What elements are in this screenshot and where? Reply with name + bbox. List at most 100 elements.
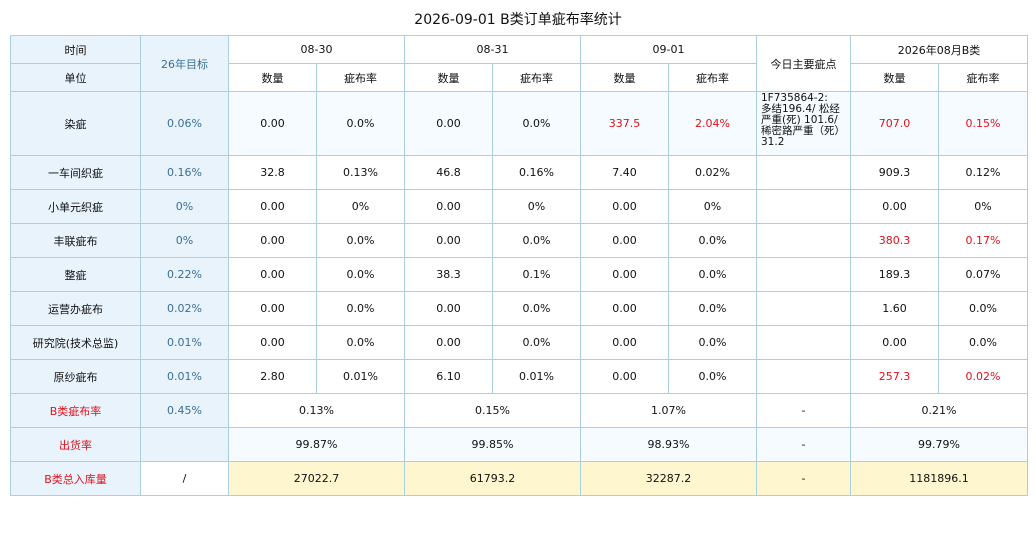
cell-main-defects [756,359,851,394]
header-rate: 疵布率 [668,63,757,92]
summary-day-3: 98.93% [580,427,757,462]
header-qty: 数量 [580,63,669,92]
summary-defects: - [756,393,851,428]
row-target: 0% [140,223,229,258]
header-main-defects: 今日主要疵点 [756,35,851,92]
summary-row: B类疵布率 0.45% 0.13% 0.15% 1.07% - 0.21% [10,393,1029,428]
cell-rate: 0.0% [316,325,405,360]
cell-rate: 0.0% [492,325,581,360]
cell-rate: 0.0% [668,257,757,292]
table-row: 小单元织疵 0% 0.00 0% 0.00 0% 0.00 0% 0.00 0% [10,189,1029,224]
row-label: 丰联疵布 [10,223,141,258]
cell-qty: 0.00 [404,189,493,224]
header-target: 26年目标 [140,35,229,92]
header-date-1: 08-30 [228,35,405,64]
summary-month: 99.79% [849,427,1029,462]
cell-qty: 0.00 [228,291,317,326]
cell-rate: 0.0% [668,359,757,394]
cell-qty: 0.00 [228,223,317,258]
cell-rate: 0.02% [668,155,757,190]
cell-rate: 0% [668,189,757,224]
summary-day-1: 27022.7 [228,461,405,496]
summary-target: / [140,461,229,496]
cell-rate: 0.0% [668,291,757,326]
row-target: 0.01% [140,359,229,394]
cell-month-rate: 0.17% [937,223,1029,258]
cell-rate: 0% [492,189,581,224]
header-qty: 数量 [404,63,493,92]
cell-qty: 337.5 [580,91,669,156]
cell-qty: 0.00 [228,189,317,224]
header-rate: 疵布率 [316,63,405,92]
cell-qty: 38.3 [404,257,493,292]
cell-month-rate: 0.07% [937,257,1029,292]
row-label: 运营办疵布 [10,291,141,326]
cell-month-qty: 380.3 [850,223,939,258]
cell-rate: 0.0% [668,223,757,258]
cell-qty: 0.00 [580,223,669,258]
cell-qty: 0.00 [404,291,493,326]
summary-month: 1181896.1 [849,461,1029,496]
cell-main-defects [756,223,851,258]
summary-row: B类总入库量 / 27022.7 61793.2 32287.2 - 11818… [10,461,1029,496]
summary-row: 出货率 99.87% 99.85% 98.93% - 99.79% [10,427,1029,462]
summary-label: B类疵布率 [10,393,141,428]
cell-rate: 0.13% [316,155,405,190]
header-qty: 数量 [228,63,317,92]
cell-qty: 0.00 [580,257,669,292]
cell-month-qty: 257.3 [850,359,939,394]
cell-rate: 0.0% [316,91,405,156]
cell-main-defects [756,291,851,326]
row-label: 整疵 [10,257,141,292]
header-month: 2026年08月B类 [849,35,1029,64]
cell-rate: 0.0% [492,223,581,258]
cell-rate: 0.01% [492,359,581,394]
header-date-3: 09-01 [580,35,757,64]
cell-month-rate: 0.0% [937,291,1029,326]
row-target: 0.06% [140,91,229,156]
header-qty: 数量 [850,63,939,92]
report-title: 2026-09-01 B类订单疵布率统计 [414,12,622,28]
summary-target [140,427,229,462]
cell-qty: 46.8 [404,155,493,190]
cell-month-qty: 0.00 [850,325,939,360]
cell-qty: 7.40 [580,155,669,190]
cell-main-defects: 1F735864-2: 多结196.4/ 松经 严重(死) 101.6/ 稀密路… [756,91,851,156]
cell-month-qty: 189.3 [850,257,939,292]
summary-day-3: 1.07% [580,393,757,428]
cell-main-defects [756,325,851,360]
cell-month-qty: 0.00 [850,189,939,224]
cell-qty: 0.00 [580,291,669,326]
summary-day-2: 99.85% [404,427,581,462]
table-row: 丰联疵布 0% 0.00 0.0% 0.00 0.0% 0.00 0.0% 38… [10,223,1029,258]
cell-main-defects [756,257,851,292]
cell-rate: 2.04% [668,91,757,156]
defect-rate-table: 时间 26年目标 08-30 08-31 09-01 今日主要疵点 2026年0… [10,35,1029,496]
row-label: 原纱疵布 [10,359,141,394]
cell-rate: 0.0% [668,325,757,360]
header-rate: 疵布率 [937,63,1029,92]
cell-qty: 0.00 [404,325,493,360]
cell-qty: 0.00 [228,257,317,292]
cell-qty: 0.00 [580,325,669,360]
summary-day-1: 99.87% [228,427,405,462]
cell-main-defects [756,189,851,224]
summary-defects: - [756,461,851,496]
cell-qty: 32.8 [228,155,317,190]
cell-month-rate: 0.02% [937,359,1029,394]
cell-month-qty: 1.60 [850,291,939,326]
cell-rate: 0% [316,189,405,224]
cell-rate: 0.1% [492,257,581,292]
summary-label: B类总入库量 [10,461,141,496]
cell-rate: 0.0% [492,91,581,156]
cell-rate: 0.01% [316,359,405,394]
row-target: 0.01% [140,325,229,360]
cell-month-rate: 0.12% [937,155,1029,190]
cell-rate: 0.16% [492,155,581,190]
cell-month-rate: 0.0% [937,325,1029,360]
cell-month-rate: 0% [937,189,1029,224]
cell-qty: 0.00 [580,359,669,394]
summary-day-3: 32287.2 [580,461,757,496]
summary-label: 出货率 [10,427,141,462]
row-label: 小单元织疵 [10,189,141,224]
